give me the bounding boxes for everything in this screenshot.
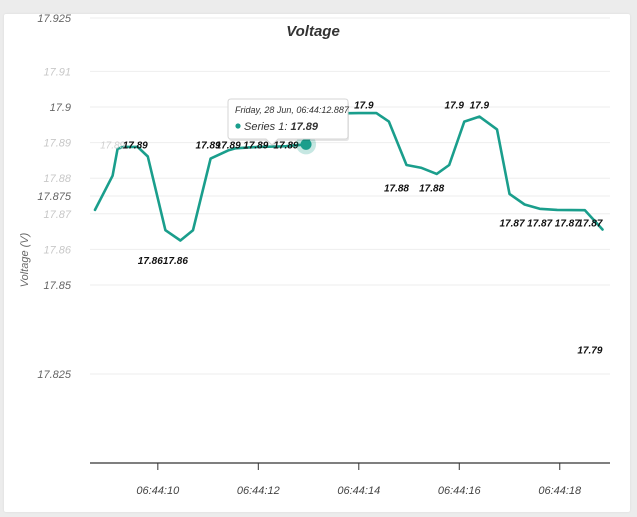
y-tick-label: 17.87	[43, 209, 71, 221]
chart-title: Voltage	[286, 23, 340, 40]
y-tick-label: 17.91	[43, 66, 71, 78]
data-label: 17.89	[123, 141, 148, 152]
data-label: 17.89	[243, 141, 268, 152]
tooltip-box	[227, 98, 349, 146]
data-label: 17.86	[138, 256, 163, 267]
x-axis: 06:44:10 06:44:12 06:44:14 06:44:16 06:44:18	[90, 462, 610, 497]
x-tick-label: 06:44:18	[538, 485, 582, 497]
x-tick-label: 06:44:14	[337, 485, 380, 497]
data-label: 17.9	[354, 100, 374, 111]
y-axis-ticks: 17.925 17.91 17.9 17.89 17.88 17.875 17.87 17.8…	[37, 13, 72, 381]
x-tick-label: 06:44:10	[136, 485, 180, 497]
y-tick-label: 17.86	[43, 244, 71, 256]
tooltip-value: 17.89	[290, 121, 318, 133]
tooltip-series-dot	[235, 123, 241, 129]
x-tick-label: 06:44:16	[438, 485, 482, 497]
tooltip: Friday, 28 Jun, 06:44:12.887 Series 1: 17…	[227, 98, 350, 147]
hover-point[interactable]	[300, 138, 312, 150]
tooltip-header: Friday, 28 Jun, 06:44:12.887	[235, 105, 350, 115]
data-label: 17.9	[445, 100, 465, 111]
data-label: 17.79	[577, 346, 602, 357]
data-label: 17.9	[470, 100, 490, 111]
data-label: 17.89	[216, 141, 241, 152]
y-tick-label: 17.825	[37, 369, 72, 381]
data-label: 17.87	[555, 218, 580, 229]
tooltip-series-name: Series 1:	[244, 121, 290, 133]
data-label: 17.88	[419, 183, 444, 194]
y-tick-label: 17.89	[43, 138, 71, 150]
data-label: 17.89	[273, 141, 298, 152]
data-label: 17.87	[577, 218, 602, 229]
y-axis-label: Voltage (V)	[19, 232, 31, 287]
data-label: 17.87	[500, 218, 525, 229]
chart-panel	[4, 14, 630, 512]
y-tick-label: 17.925	[37, 13, 72, 25]
y-tick-label: 17.88	[43, 173, 71, 185]
data-label: 17.86	[163, 256, 188, 267]
data-label: 17.87	[527, 218, 552, 229]
y-tick-label: 17.85	[43, 280, 71, 292]
tooltip-series-line: Series 1: 17.89	[244, 121, 319, 133]
y-tick-label: 17.9	[50, 102, 71, 114]
data-label: 17.89	[196, 141, 221, 152]
y-tick-label: 17.875	[37, 191, 72, 203]
data-label: 17.88	[384, 183, 409, 194]
data-label: 17.89	[100, 141, 125, 152]
x-tick-label: 06:44:12	[237, 485, 280, 497]
grid-lines	[90, 17, 610, 375]
